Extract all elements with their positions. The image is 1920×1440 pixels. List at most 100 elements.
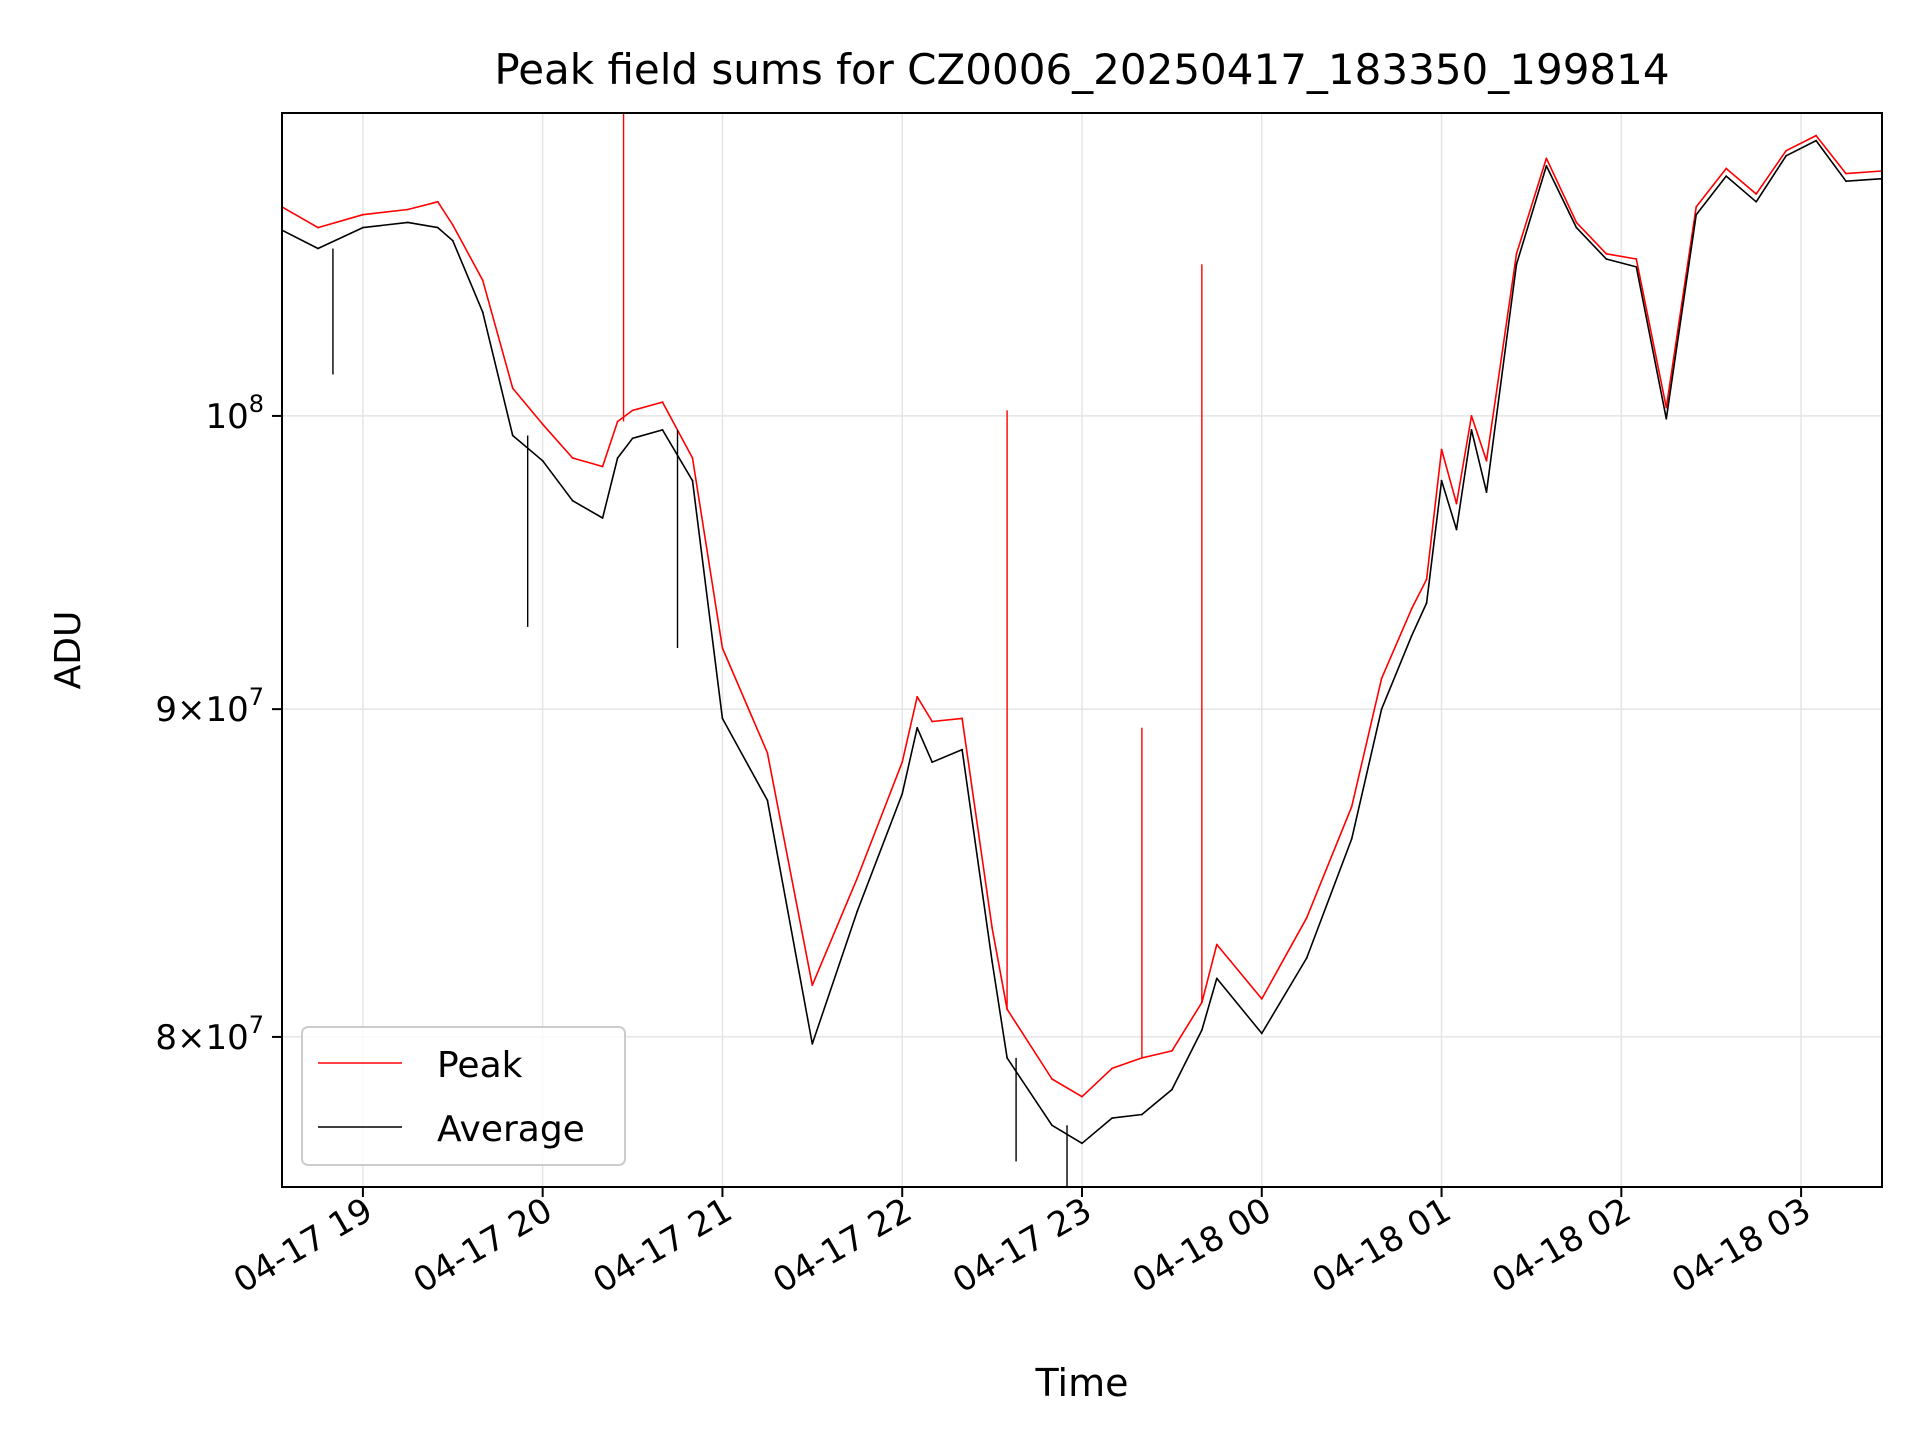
data-point-peak xyxy=(1785,149,1788,152)
legend: Peak Average xyxy=(301,1026,626,1166)
legend-label-peak: Peak xyxy=(437,1045,523,1086)
data-point-average xyxy=(571,499,574,502)
data-point-peak xyxy=(436,200,439,203)
data-point-average xyxy=(1260,1032,1263,1035)
data-point-average xyxy=(811,1042,814,1045)
data-point-average xyxy=(691,479,694,482)
data-point-peak xyxy=(1725,167,1728,170)
data-point-average xyxy=(541,459,544,462)
data-point-average xyxy=(1215,977,1218,980)
data-point-average xyxy=(1695,213,1698,216)
data-point-average xyxy=(1545,165,1548,167)
data-point-peak xyxy=(601,465,604,468)
y-tick-label: 108 xyxy=(205,390,264,437)
data-point-peak xyxy=(931,720,934,723)
data-point-average xyxy=(961,748,964,751)
data-point-average xyxy=(1485,491,1488,494)
data-point-peak xyxy=(1815,134,1817,137)
data-point-average xyxy=(1515,263,1518,266)
data-point-peak xyxy=(961,717,964,720)
data-point-average xyxy=(1170,1088,1173,1091)
data-point-average xyxy=(406,221,409,224)
data-point-peak xyxy=(1305,916,1308,919)
data-point-average xyxy=(1006,1056,1008,1059)
data-point-average xyxy=(601,517,604,519)
data-point-peak xyxy=(691,457,694,459)
y-tick-label: 8×107 xyxy=(155,1011,264,1058)
data-point-peak xyxy=(1081,1095,1083,1098)
data-point-average xyxy=(1845,180,1847,183)
data-point-average xyxy=(436,226,439,229)
data-point-average xyxy=(1350,837,1353,840)
data-point-average xyxy=(931,761,934,764)
data-point-peak xyxy=(1350,805,1353,808)
data-point-peak xyxy=(541,423,544,426)
data-point-average xyxy=(1200,1029,1203,1031)
data-point-peak xyxy=(1665,406,1668,409)
data-point-average xyxy=(1425,602,1428,604)
data-point-peak xyxy=(481,279,484,282)
data-point-average xyxy=(1665,417,1668,420)
data-point-average xyxy=(317,247,319,250)
data-point-peak xyxy=(661,401,664,403)
data-point-peak xyxy=(766,751,769,754)
data-point-peak xyxy=(1845,172,1847,175)
data-point-average xyxy=(1440,479,1443,482)
data-point-peak xyxy=(1485,459,1488,462)
data-point-average xyxy=(1455,528,1458,531)
legend-label-average: Average xyxy=(437,1109,585,1150)
data-point-peak xyxy=(1170,1049,1173,1052)
series-layer xyxy=(281,113,1883,1187)
data-point-average xyxy=(616,457,619,459)
data-point-peak xyxy=(1260,998,1263,1000)
data-point-peak xyxy=(1635,258,1638,260)
data-point-average xyxy=(1605,258,1608,260)
data-point-peak xyxy=(1755,193,1758,195)
data-point-peak xyxy=(571,457,574,459)
data-point-peak xyxy=(1545,157,1548,160)
data-point-peak xyxy=(1051,1078,1053,1080)
data-point-average xyxy=(916,726,919,729)
data-point-average xyxy=(991,960,994,963)
data-point-peak xyxy=(1575,221,1578,224)
data-point-average xyxy=(481,311,484,314)
data-point-average xyxy=(511,434,514,437)
data-point-peak xyxy=(721,647,724,649)
data-point-average xyxy=(1141,1113,1143,1116)
data-point-peak xyxy=(616,420,619,423)
data-point-peak xyxy=(406,208,409,211)
data-point-average xyxy=(1051,1124,1053,1127)
y-tick-label: 9×107 xyxy=(155,683,264,730)
data-point-average xyxy=(1305,957,1308,959)
data-point-peak xyxy=(511,387,514,390)
data-point-average xyxy=(1815,139,1817,142)
data-point-average xyxy=(361,226,364,229)
data-point-peak xyxy=(1380,677,1383,680)
data-point-average xyxy=(721,717,724,720)
data-point-peak xyxy=(856,877,859,879)
data-point-peak xyxy=(1111,1067,1113,1070)
data-point-peak xyxy=(1215,943,1218,946)
data-point-average xyxy=(661,428,664,431)
data-point-average xyxy=(1470,428,1473,431)
data-point-peak xyxy=(1605,252,1608,255)
data-point-average xyxy=(631,437,634,440)
data-point-average xyxy=(1111,1117,1113,1120)
x-axis-label: Time xyxy=(1035,1361,1129,1405)
data-point-peak xyxy=(1410,608,1413,610)
data-point-average xyxy=(766,799,769,802)
data-point-peak xyxy=(1695,206,1698,208)
data-point-average xyxy=(1635,266,1638,268)
data-point-peak xyxy=(1425,578,1428,581)
data-point-average xyxy=(1410,635,1413,637)
data-point-average xyxy=(1081,1142,1083,1145)
data-point-peak xyxy=(1440,448,1443,451)
data-point-peak xyxy=(901,761,904,764)
data-point-peak xyxy=(631,409,634,412)
data-point-peak xyxy=(916,695,919,698)
data-point-peak xyxy=(1515,252,1518,255)
data-point-average xyxy=(1725,175,1728,178)
data-point-average xyxy=(1380,708,1383,711)
